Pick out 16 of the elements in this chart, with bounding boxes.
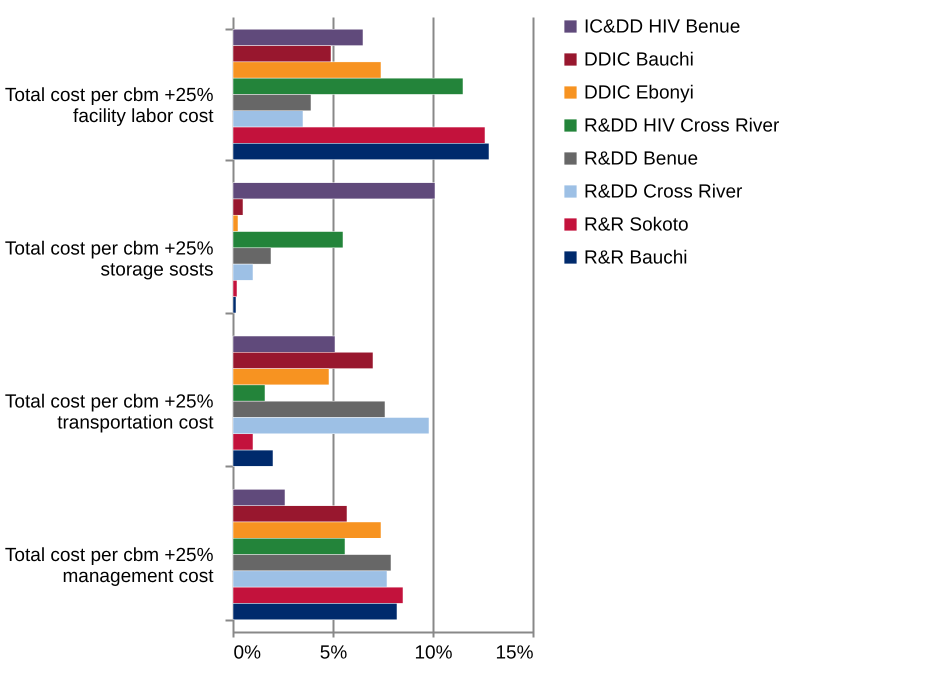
legend-label: R&DD Benue [584, 148, 698, 170]
x-tick-label: 10% [414, 642, 453, 664]
legend-label: IC&DD HIV Benue [584, 16, 740, 38]
legend-label: R&DD HIV Cross River [584, 116, 780, 136]
y-tick-label: Total cost per cbm +25% management cost [4, 545, 214, 588]
x-tick-label: 0% [234, 642, 262, 664]
legend-label: R&R Bauchi [584, 248, 688, 268]
y-tick-label: Total cost per cbm +25% transportation cost [4, 392, 214, 434]
y-tick-label: Total cost per cbm +25% storage sosts [4, 238, 214, 280]
legend-label: DDIC Bauchi [584, 50, 694, 70]
x-tick-label: 15% [495, 642, 534, 664]
y-tick-label: Total cost per cbm +25% facility labor cost [4, 84, 214, 127]
legend-label: DDIC Ebonyi [584, 82, 694, 104]
x-tick-label: 5% [320, 642, 348, 664]
legend-label: R&R Sokoto [584, 214, 689, 236]
legend-label: R&DD Cross River [584, 182, 744, 202]
